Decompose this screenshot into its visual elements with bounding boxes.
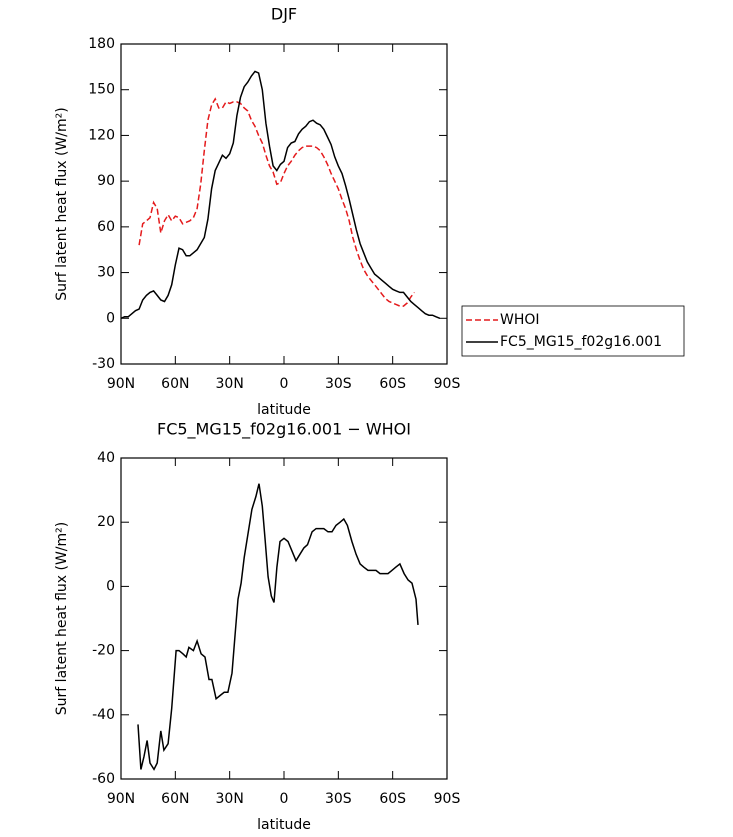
y-tick-label: 120 <box>88 127 115 143</box>
x-tick-label: 0 <box>280 791 289 807</box>
y-tick-label: 90 <box>97 173 115 189</box>
chart-title: FC5_MG15_f02g16.001 − WHOI <box>157 420 411 440</box>
x-tick-label: 60S <box>379 791 406 807</box>
y-tick-label: 150 <box>88 82 115 98</box>
x-tick-label: 60N <box>161 791 189 807</box>
x-tick-label: 30S <box>325 791 352 807</box>
y-tick-label: -40 <box>92 707 115 723</box>
x-tick-label: 30S <box>325 376 352 392</box>
x-tick-label: 30N <box>216 376 244 392</box>
chart-title: DJF <box>271 5 297 24</box>
x-tick-label: 90N <box>107 376 135 392</box>
legend-label: WHOI <box>500 312 540 328</box>
y-tick-label: 0 <box>106 310 115 326</box>
x-tick-label: 60S <box>379 376 406 392</box>
y-axis-label: Surf latent heat flux (W/m²) <box>54 522 70 715</box>
x-axis-label: latitude <box>257 402 311 418</box>
x-tick-label: 60N <box>161 376 189 392</box>
y-tick-label: 40 <box>97 450 115 466</box>
data-line <box>120 70 441 319</box>
y-tick-label: 60 <box>97 219 115 235</box>
plot-frame <box>120 43 448 365</box>
y-tick-label: -20 <box>92 643 115 659</box>
data-line <box>137 483 419 771</box>
legend-box <box>461 305 685 357</box>
y-tick-label: 0 <box>106 578 115 594</box>
x-axis-label: latitude <box>257 817 311 833</box>
y-tick-label: -30 <box>92 356 115 372</box>
y-axis-label: Surf latent heat flux (W/m²) <box>54 107 70 300</box>
legend-label: FC5_MG15_f02g16.001 <box>500 334 662 350</box>
data-line <box>138 97 415 307</box>
x-tick-label: 90N <box>107 791 135 807</box>
y-tick-label: 180 <box>88 36 115 52</box>
y-tick-label: 20 <box>97 514 115 530</box>
y-tick-label: -60 <box>92 771 115 787</box>
x-tick-label: 90S <box>434 791 461 807</box>
x-tick-label: 0 <box>280 376 289 392</box>
x-tick-label: 90S <box>434 376 461 392</box>
x-tick-label: 30N <box>216 791 244 807</box>
y-tick-label: 30 <box>97 265 115 281</box>
